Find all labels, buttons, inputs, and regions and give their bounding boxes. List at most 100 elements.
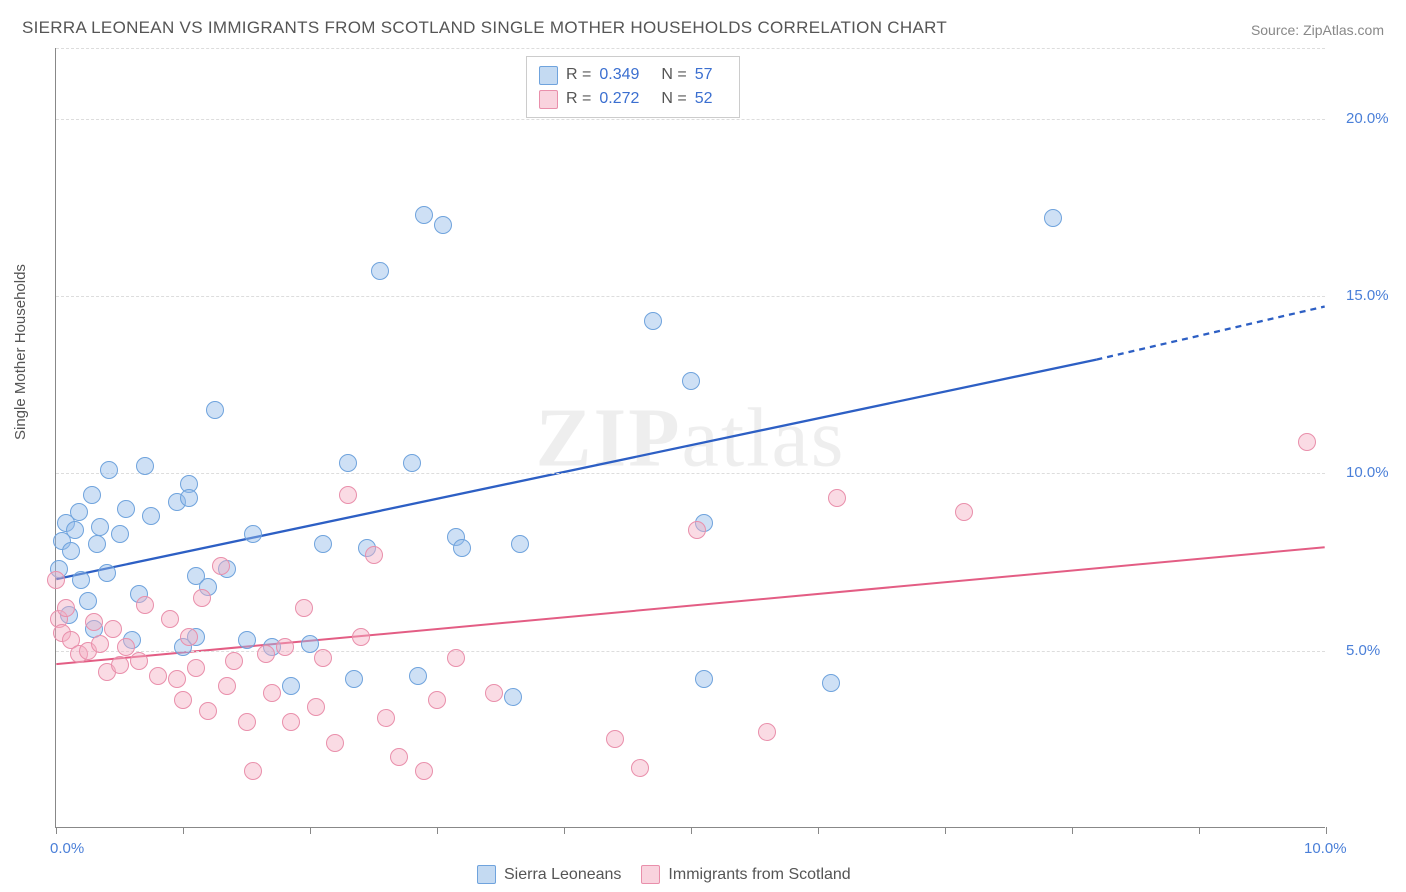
- scatter-point: [377, 709, 395, 727]
- scatter-point: [282, 713, 300, 731]
- legend-label-pink: Immigrants from Scotland: [668, 866, 850, 884]
- scatter-point: [47, 571, 65, 589]
- scatter-point: [828, 489, 846, 507]
- swatch-pink-icon: [641, 865, 660, 884]
- scatter-point: [606, 730, 624, 748]
- scatter-point: [136, 457, 154, 475]
- scatter-point: [168, 670, 186, 688]
- legend-row-pink: R = 0.272 N = 52: [539, 87, 727, 111]
- gridline: [56, 651, 1325, 652]
- r-value-pink: 0.272: [599, 87, 639, 111]
- legend-label-blue: Sierra Leoneans: [504, 866, 621, 884]
- scatter-point: [62, 542, 80, 560]
- watermark: ZIPatlas: [536, 389, 846, 486]
- scatter-point: [180, 489, 198, 507]
- scatter-point: [314, 649, 332, 667]
- n-value-blue: 57: [695, 63, 713, 87]
- n-label: N =: [661, 87, 686, 111]
- scatter-point: [352, 628, 370, 646]
- source-label: Source: ZipAtlas.com: [1251, 22, 1384, 38]
- x-tick: [564, 827, 565, 834]
- scatter-point: [225, 652, 243, 670]
- scatter-point: [91, 635, 109, 653]
- trend-lines-svg: [56, 48, 1325, 827]
- x-tick: [56, 827, 57, 834]
- swatch-pink-icon: [539, 90, 558, 109]
- x-tick: [310, 827, 311, 834]
- scatter-point: [257, 645, 275, 663]
- scatter-point: [345, 670, 363, 688]
- legend-item-blue: Sierra Leoneans: [477, 865, 621, 884]
- scatter-point: [206, 401, 224, 419]
- swatch-blue-icon: [477, 865, 496, 884]
- scatter-point: [403, 454, 421, 472]
- scatter-point: [79, 592, 97, 610]
- scatter-point: [415, 206, 433, 224]
- scatter-point: [955, 503, 973, 521]
- scatter-point: [130, 652, 148, 670]
- y-tick-label: 10.0%: [1346, 464, 1389, 481]
- swatch-blue-icon: [539, 66, 558, 85]
- scatter-point: [199, 702, 217, 720]
- scatter-point: [504, 688, 522, 706]
- gridline: [56, 48, 1325, 49]
- scatter-point: [631, 759, 649, 777]
- scatter-point: [161, 610, 179, 628]
- scatter-point: [1298, 433, 1316, 451]
- scatter-point: [180, 628, 198, 646]
- scatter-point: [758, 723, 776, 741]
- scatter-point: [371, 262, 389, 280]
- scatter-point: [295, 599, 313, 617]
- scatter-point: [434, 216, 452, 234]
- scatter-point: [111, 525, 129, 543]
- x-tick: [183, 827, 184, 834]
- scatter-point: [142, 507, 160, 525]
- r-label: R =: [566, 63, 591, 87]
- legend-item-pink: Immigrants from Scotland: [641, 865, 850, 884]
- x-tick-label: 0.0%: [50, 840, 84, 857]
- scatter-point: [117, 500, 135, 518]
- scatter-point: [682, 372, 700, 390]
- scatter-point: [244, 525, 262, 543]
- scatter-point: [98, 564, 116, 582]
- scatter-point: [339, 486, 357, 504]
- r-label: R =: [566, 87, 591, 111]
- scatter-point: [85, 613, 103, 631]
- scatter-point: [326, 734, 344, 752]
- scatter-point: [70, 503, 88, 521]
- scatter-point: [57, 599, 75, 617]
- scatter-point: [66, 521, 84, 539]
- scatter-point: [276, 638, 294, 656]
- y-tick-label: 15.0%: [1346, 287, 1389, 304]
- scatter-point: [212, 557, 230, 575]
- scatter-point: [218, 677, 236, 695]
- series-legend: Sierra Leoneans Immigrants from Scotland: [477, 865, 851, 884]
- scatter-point: [88, 535, 106, 553]
- scatter-point: [111, 656, 129, 674]
- x-tick: [1326, 827, 1327, 834]
- x-tick: [1199, 827, 1200, 834]
- scatter-point: [453, 539, 471, 557]
- scatter-point: [695, 670, 713, 688]
- scatter-point: [390, 748, 408, 766]
- scatter-point: [365, 546, 383, 564]
- scatter-point: [238, 713, 256, 731]
- x-tick: [691, 827, 692, 834]
- chart-title: SIERRA LEONEAN VS IMMIGRANTS FROM SCOTLA…: [22, 18, 947, 38]
- n-value-pink: 52: [695, 87, 713, 111]
- scatter-point: [688, 521, 706, 539]
- scatter-point: [91, 518, 109, 536]
- scatter-point: [447, 649, 465, 667]
- y-axis-label: Single Mother Households: [12, 264, 29, 440]
- gridline: [56, 296, 1325, 297]
- gridline: [56, 473, 1325, 474]
- scatter-point: [307, 698, 325, 716]
- scatter-point: [83, 486, 101, 504]
- scatter-point: [409, 667, 427, 685]
- scatter-point: [428, 691, 446, 709]
- scatter-point: [415, 762, 433, 780]
- scatter-point: [244, 762, 262, 780]
- scatter-point: [193, 589, 211, 607]
- x-tick: [818, 827, 819, 834]
- scatter-point: [136, 596, 154, 614]
